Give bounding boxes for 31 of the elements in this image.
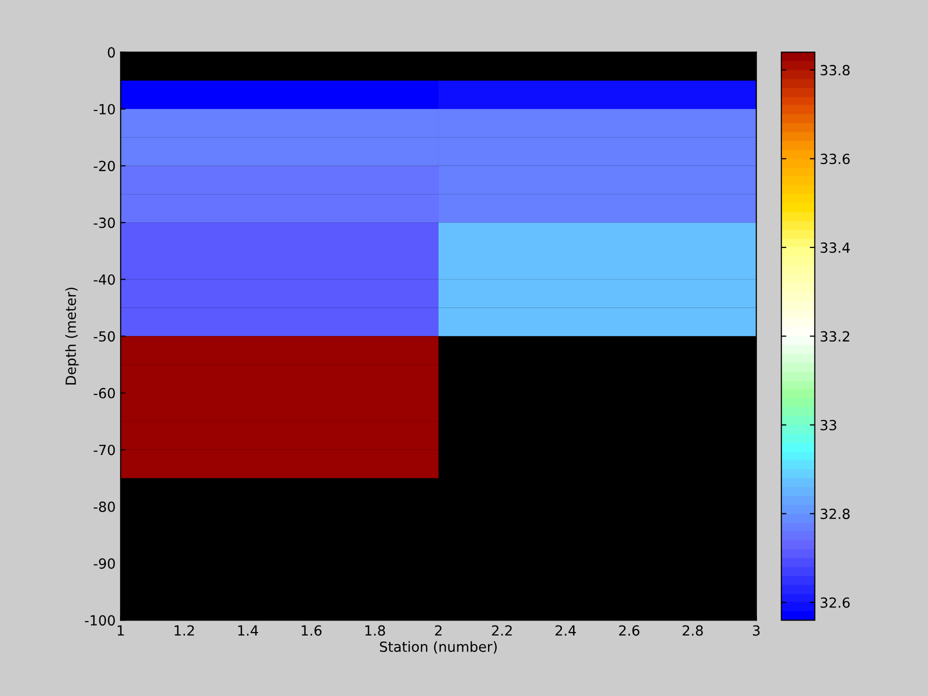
color-bar-label: 33 — [820, 420, 836, 430]
x-tick-label: 2 — [435, 625, 442, 636]
y-tick-label: 0 — [108, 47, 115, 58]
y-tick-label: -40 — [94, 274, 115, 285]
x-tick-label: 2.4 — [556, 625, 576, 636]
color-bar-label: 33.8 — [820, 64, 850, 76]
x-tick-label: 2.8 — [682, 625, 703, 636]
x-tick-label: 2.6 — [619, 625, 640, 636]
x-tick-label: 1.4 — [238, 625, 258, 636]
x-tick-label: 1.2 — [174, 625, 194, 636]
x-tick-label: 1.6 — [302, 625, 322, 636]
y-axis-title: Depth (meter) — [65, 288, 79, 384]
x-tick-label: 1 — [118, 625, 124, 636]
color-bar-label: 32.6 — [820, 597, 850, 608]
color-bar-label: 33.6 — [820, 154, 850, 164]
y-tick-label: -30 — [94, 218, 115, 228]
y-tick-label: -100 — [84, 615, 115, 626]
x-tick-label: 1.8 — [365, 625, 386, 636]
y-tick-label: -20 — [94, 160, 115, 172]
y-tick-label: -80 — [94, 502, 115, 512]
x-tick-label: 2.2 — [492, 625, 512, 636]
y-tick-label: -10 — [94, 104, 115, 114]
x-axis-title: Station (number) — [380, 641, 497, 654]
color-bar-label: 32.8 — [820, 508, 850, 520]
y-tick-label: -60 — [94, 388, 115, 398]
y-tick-label: -50 — [94, 331, 115, 342]
color-bar-label: 33.4 — [820, 242, 850, 253]
y-tick-label: -70 — [94, 444, 115, 456]
color-bar-label: 33.2 — [820, 331, 850, 342]
y-tick-label: -90 — [94, 558, 115, 569]
x-tick-label: 3 — [752, 625, 760, 636]
